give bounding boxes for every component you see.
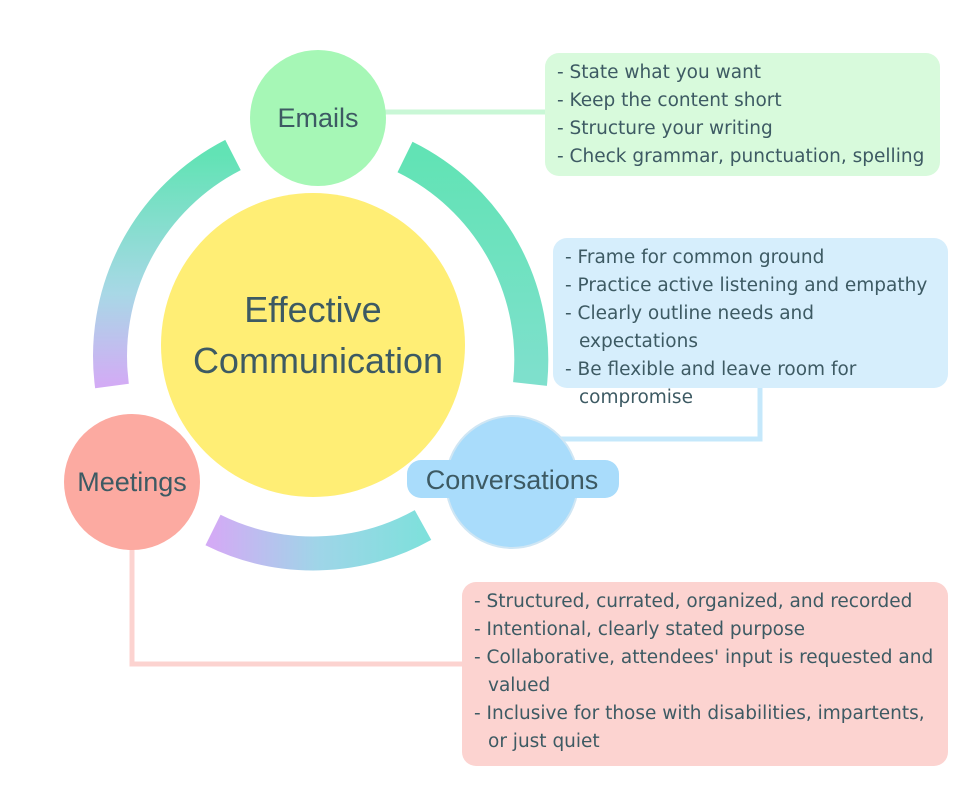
conversations-tip: - Clearly outline needs and expectations bbox=[565, 303, 815, 352]
emails-tips-list: - State what you want - Keep the content… bbox=[557, 59, 930, 171]
conversations-connector bbox=[560, 388, 763, 442]
center-title-line2: Communication bbox=[193, 340, 443, 381]
emails-tip: - Keep the content short bbox=[557, 90, 782, 111]
meetings-tip: - Collaborative, attendees' input is req… bbox=[474, 647, 934, 696]
conversations-tips-list: - Frame for common ground - Practice act… bbox=[565, 244, 938, 412]
ring-arc-right bbox=[397, 141, 549, 386]
meetings-node[interactable] bbox=[64, 414, 200, 550]
center-title-line1: Effective bbox=[244, 289, 381, 330]
conversations-tip: - Be flexible and leave room for comprom… bbox=[565, 359, 857, 408]
conversations-tip: - Practice active listening and empathy bbox=[565, 275, 928, 296]
conversations-tip: - Frame for common ground bbox=[565, 247, 825, 268]
meetings-tips-box: - Structured, currated, organized, and r… bbox=[462, 582, 948, 766]
meetings-tips-list: - Structured, currated, organized, and r… bbox=[474, 588, 938, 756]
emails-node[interactable] bbox=[250, 50, 386, 186]
conversations-tips-box: - Frame for common ground - Practice act… bbox=[553, 238, 948, 408]
ring-arc-left bbox=[93, 139, 241, 389]
meetings-tip: - Structured, currated, organized, and r… bbox=[474, 591, 913, 612]
meetings-connector bbox=[129, 548, 462, 667]
emails-node-label: Emails bbox=[277, 103, 358, 133]
meetings-node-label: Meetings bbox=[77, 467, 187, 497]
emails-tip: - State what you want bbox=[557, 62, 762, 83]
conversations-label-pill bbox=[407, 460, 619, 498]
meetings-tip: - Inclusive for those with disabilities,… bbox=[474, 703, 925, 752]
meetings-tip: - Intentional, clearly stated purpose bbox=[474, 619, 806, 640]
emails-tips-box: - State what you want - Keep the content… bbox=[545, 53, 940, 176]
center-circle bbox=[161, 193, 465, 497]
emails-tip: - Structure your writing bbox=[557, 118, 773, 139]
ring-arc-bottom bbox=[205, 510, 432, 571]
conversations-node-label: Conversations bbox=[426, 465, 599, 495]
emails-tip: - Check grammar, punctuation, spelling bbox=[557, 146, 925, 167]
